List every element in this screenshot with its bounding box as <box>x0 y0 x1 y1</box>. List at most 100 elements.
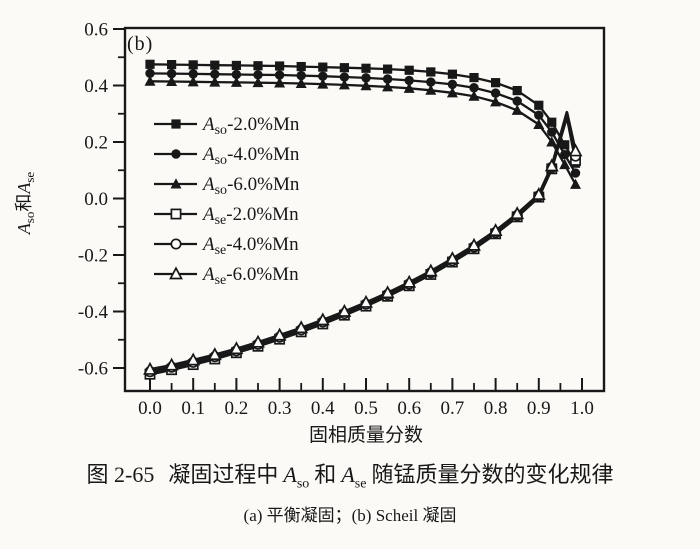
legend-item-Aso-2.0%Mn: Aso-2.0%Mn <box>154 114 300 138</box>
series-line <box>149 63 577 164</box>
figure-caption: 图 2-65 凝固过程中 Aso 和 Ase 随锰质量分数的变化规律 <box>0 457 700 492</box>
marker-triangle-open <box>445 251 460 265</box>
x-axis: 0.0 0.1 0.2 0.3 0.4 0.5 0.6 0.7 0.8 0.9 1.0 固相质量分数 <box>138 378 594 446</box>
y-tick-label: -0.4 <box>78 302 109 323</box>
marker-triangle-open <box>294 320 309 334</box>
marker-circle-filled <box>188 69 198 79</box>
marker-triangle-filled <box>425 84 437 95</box>
marker-triangle-filled <box>511 104 523 115</box>
marker-triangle-open <box>251 334 265 348</box>
marker-circle-filled <box>560 150 570 160</box>
marker-square-filled <box>275 61 285 71</box>
marker-triangle-filled <box>274 77 286 88</box>
marker-circle-filled <box>447 79 458 90</box>
figure-number: 图 2-65 <box>86 462 155 487</box>
marker-triangle-open <box>272 327 287 341</box>
marker-triangle-filled <box>187 76 199 87</box>
marker-triangle-open <box>207 347 222 361</box>
marker-circle-filled <box>339 72 350 82</box>
caption-var-aso: Aso <box>283 462 310 492</box>
marker-triangle-filled <box>230 76 242 87</box>
x-tick-label: 0.0 <box>138 398 162 419</box>
marker-circle-filled <box>231 69 242 80</box>
marker-triangle-filled <box>295 77 307 89</box>
x-tick-label: 0.7 <box>441 398 465 419</box>
y-tick-label: -0.2 <box>78 246 108 267</box>
marker-circle-filled <box>534 110 544 120</box>
marker-circle-filled <box>171 149 181 159</box>
marker-square-filled <box>210 60 220 70</box>
marker-square-filled <box>426 67 436 77</box>
marker-triangle-filled <box>170 178 182 189</box>
marker-square-filled <box>547 117 557 127</box>
marker-circle-filled <box>274 70 285 80</box>
marker-circle-filled <box>382 74 393 84</box>
marker-circle-filled <box>512 96 522 106</box>
x-tick-label: 0.2 <box>225 398 249 419</box>
marker-triangle-filled <box>209 76 221 87</box>
marker-triangle-filled <box>446 87 458 98</box>
x-tick-label: 0.5 <box>354 398 378 419</box>
caption-text-3: 随锰质量分数的变化规律 <box>371 462 614 487</box>
y-tick-label: 0.6 <box>84 20 108 41</box>
series-line <box>149 72 577 174</box>
y-tick-label: 0.0 <box>84 189 108 210</box>
marker-square-filled <box>534 100 544 110</box>
marker-circle-filled <box>210 69 220 79</box>
marker-triangle-filled <box>559 158 571 170</box>
x-tick-label: 0.9 <box>527 398 551 419</box>
marker-triangle-filled <box>338 79 350 90</box>
marker-triangle-open <box>337 303 352 317</box>
series-Aso-2.0%Mn <box>145 59 581 168</box>
marker-triangle-open <box>380 285 395 299</box>
legend-item-Ase-2.0%Mn: Ase-2.0%Mn <box>154 204 299 228</box>
y-tick-label: -0.6 <box>78 359 108 380</box>
x-tick-label: 1.0 <box>570 398 594 419</box>
marker-circle-filled <box>318 71 328 81</box>
y-tick-label: 0.2 <box>84 133 108 154</box>
panel-label: (b) <box>127 33 154 55</box>
marker-triangle-open <box>402 274 417 288</box>
marker-circle-open <box>170 238 182 250</box>
marker-square-filled <box>361 63 371 73</box>
marker-triangle-filled <box>546 136 558 147</box>
marker-triangle-filled <box>533 118 545 129</box>
marker-triangle-filled <box>166 75 178 87</box>
marker-square-filled <box>469 72 479 83</box>
x-tick-label: 0.3 <box>268 398 292 419</box>
marker-triangle-open <box>315 312 330 326</box>
marker-square-filled <box>491 78 501 88</box>
legend-item-Aso-6.0%Mn: Aso-6.0%Mn <box>154 174 300 198</box>
x-tick-label: 0.6 <box>397 398 421 419</box>
legend: Aso-2.0%Mn Aso-4.0%Mn Aso-6.0%Mn Ase-2.0%Mn… <box>154 114 300 288</box>
marker-triangle-open <box>423 263 438 277</box>
chart-canvas: 0.0 0.1 0.2 0.3 0.4 0.5 0.6 0.7 0.8 0.9 1.0固相质量分数0… <box>14 20 606 446</box>
marker-triangle-open <box>164 357 179 371</box>
y-axis-title: Aso和Ase <box>14 172 37 236</box>
marker-triangle-open <box>488 223 503 237</box>
marker-circle-filled <box>404 75 414 86</box>
marker-circle-filled <box>361 73 371 83</box>
series-line <box>149 80 577 185</box>
figure-subcaption: (a) 平衡凝固；(b) Scheil 凝固 <box>243 506 457 525</box>
marker-circle-filled <box>570 168 581 178</box>
marker-square-filled <box>253 61 263 71</box>
legend-item-Ase-6.0%Mn: Ase-6.0%Mn <box>154 264 299 288</box>
legend-label: Aso-6.0%Mn <box>201 174 300 198</box>
series-line <box>149 110 577 371</box>
marker-triangle-open <box>359 294 373 308</box>
caption-var-ase: Ase <box>341 462 367 492</box>
marker-square-filled <box>145 59 155 69</box>
marker-circle-filled <box>145 68 155 79</box>
marker-triangle-open <box>186 352 201 366</box>
marker-square-filled <box>171 119 181 129</box>
marker-triangle-open <box>510 206 525 220</box>
y-axis: 0.6 0.4 0.2 0.0 -0.2 -0.4 -0.6 Aso和Ase <box>14 20 126 380</box>
x-axis-title: 固相质量分数 <box>309 424 423 446</box>
marker-triangle-filled <box>317 78 329 89</box>
caption-text-2: 和 <box>314 462 337 487</box>
legend-item-Aso-4.0%Mn: Aso-4.0%Mn <box>154 144 300 168</box>
legend-label: Aso-4.0%Mn <box>201 144 300 168</box>
series-Aso-4.0%Mn <box>145 68 581 178</box>
